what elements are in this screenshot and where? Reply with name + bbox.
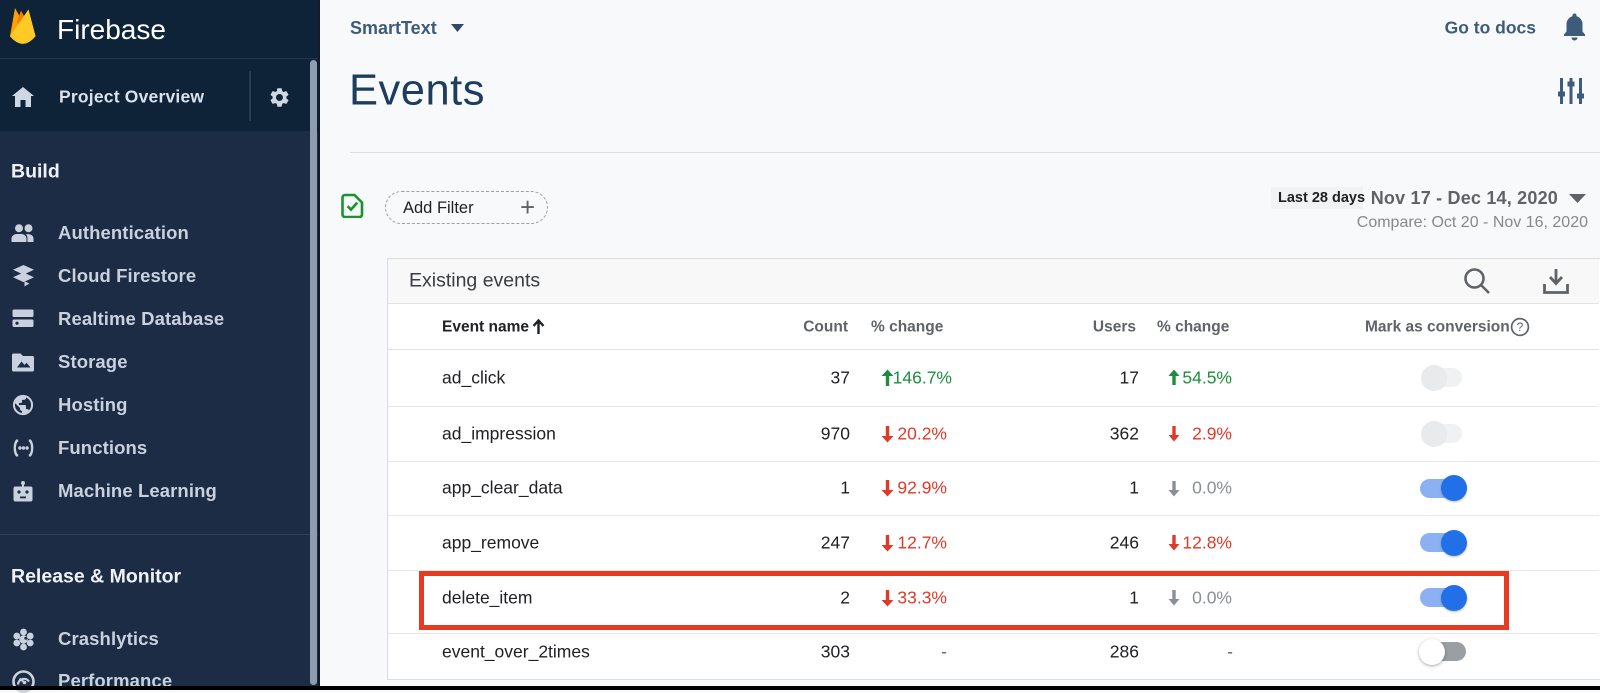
svg-text:?: ?: [1517, 320, 1524, 334]
